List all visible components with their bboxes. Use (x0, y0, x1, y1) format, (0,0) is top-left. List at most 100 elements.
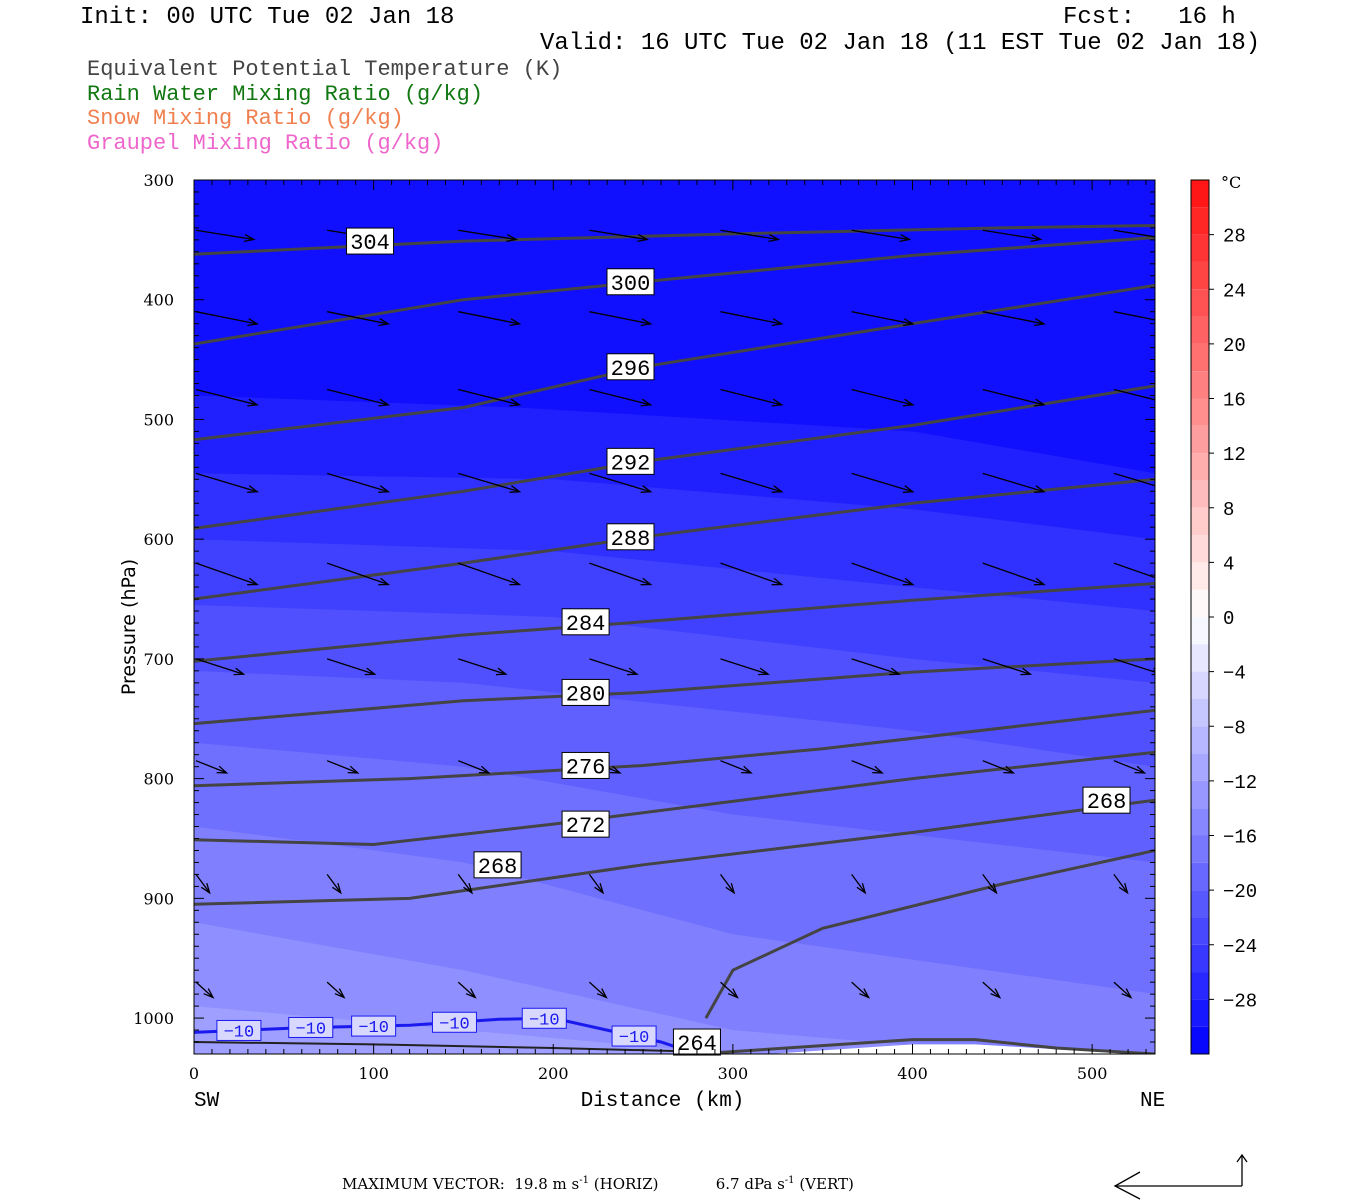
contour-label-box (606, 268, 655, 296)
wind-head (771, 398, 784, 407)
wind-shaft (720, 229, 779, 241)
wind-vector (195, 472, 260, 493)
colorbar-cell (1191, 398, 1209, 426)
wind-head (725, 883, 736, 895)
wind-vector (1113, 472, 1155, 487)
wind-vector (982, 874, 998, 895)
wind-vector (1113, 229, 1155, 238)
field-legend-graupel: Graupel Mixing Ratio (g/kg) (87, 131, 444, 156)
y-tick-label: 600 (143, 530, 174, 549)
wind-shaft (326, 760, 358, 774)
y-tick-label: 800 (143, 770, 174, 789)
forecast-hour: Fcst: 16 h (1063, 4, 1236, 31)
x-tick-label: 200 (538, 1064, 569, 1083)
wind-shaft (982, 311, 1045, 325)
wind-vector (851, 472, 915, 493)
wind-head (771, 318, 784, 327)
contour-label: 288 (611, 527, 651, 552)
wind-head (506, 234, 518, 243)
contour-label: 272 (566, 814, 606, 839)
wind-shaft (326, 388, 389, 406)
plot-frame (193, 179, 1156, 1055)
y-tick-label: 400 (143, 291, 174, 310)
wind-head (899, 234, 912, 243)
max-horiz-head (1113, 1171, 1141, 1200)
contour-label: 296 (611, 357, 651, 382)
wind-head (478, 765, 491, 774)
wind-head (509, 398, 522, 407)
max-vector-footer: MAXIMUM VECTOR: 19.8 m s-1 (HORIZ) 6.7 d… (342, 1175, 854, 1193)
wind-shaft (1113, 311, 1155, 321)
wind-vector (589, 311, 653, 327)
wind-head (509, 577, 522, 586)
colorbar-tick-label: 24 (1223, 280, 1246, 302)
y-tick-label: 700 (143, 650, 174, 669)
wind-head (758, 667, 770, 676)
wind-vector (851, 874, 867, 895)
wind-shaft (720, 760, 752, 774)
wind-shaft (720, 472, 782, 493)
colorbar-cell (1191, 289, 1209, 317)
wind-shaft (851, 472, 914, 493)
contour-label: 304 (350, 231, 390, 256)
wind-shaft (457, 874, 473, 894)
field-legend-rain: Rain Water Mixing Ratio (g/kg) (87, 82, 484, 107)
wind-vector (982, 562, 1046, 586)
wind-head (200, 883, 211, 895)
wind-vector (589, 229, 650, 243)
contour-label-box (561, 751, 610, 779)
wind-vector (720, 562, 784, 586)
wind-vector (1113, 760, 1147, 774)
wind-vector (982, 472, 1046, 493)
wind-shaft (1113, 388, 1155, 401)
x-tick-label: 500 (1077, 1064, 1108, 1083)
theta-e-contour (704, 849, 1155, 1019)
wind-head (378, 398, 391, 407)
wind-vector (720, 981, 739, 999)
contour-label-box (346, 227, 395, 255)
colorbar-cell (1191, 808, 1209, 836)
contour-label-box (606, 353, 655, 381)
wind-vector (851, 311, 915, 327)
wind-shaft (982, 874, 997, 894)
wind-head (203, 988, 215, 999)
colorbar-tick-label: 20 (1223, 335, 1246, 357)
colorbar-cell (1191, 617, 1209, 645)
wind-vector (195, 981, 215, 999)
minus10-label: −10 (224, 1023, 255, 1042)
wind-vector (326, 472, 391, 493)
wind-vector (982, 658, 1033, 676)
colorbar-tick-label: 12 (1223, 444, 1246, 466)
colorbar-cell (1191, 535, 1209, 563)
colorbar-cell (1191, 671, 1209, 699)
wind-head (1033, 398, 1046, 407)
wind-shaft (195, 658, 244, 675)
colorbar-tick-label: 4 (1223, 553, 1234, 575)
wind-shaft (326, 658, 375, 675)
x-tick-label: 100 (358, 1064, 389, 1083)
colorbar-tick-label: 28 (1223, 226, 1246, 248)
minus10-label-box (288, 1016, 334, 1038)
wind-vector (851, 760, 884, 774)
minus10-label-box (431, 1011, 477, 1033)
wind-vector (1113, 311, 1155, 321)
wind-shaft (458, 658, 507, 675)
colorbar-cell (1191, 261, 1209, 290)
contour-label: 276 (566, 755, 606, 780)
wind-shaft (589, 388, 651, 406)
wind-shaft (589, 562, 651, 586)
wind-vector (851, 229, 912, 243)
wind-vector (1113, 388, 1155, 401)
wind-shaft (982, 760, 1014, 774)
wind-vector (720, 760, 753, 774)
wind-head (1134, 765, 1147, 774)
minus10-label: −10 (295, 1020, 326, 1039)
wind-head (640, 485, 653, 493)
wind-head (233, 667, 246, 676)
wind-head (872, 765, 884, 774)
wind-shaft (851, 760, 883, 774)
theta-e-contour (696, 1038, 1155, 1054)
wind-vector (719, 874, 736, 895)
wind-vector (851, 981, 871, 999)
theta-e-contour (194, 657, 1155, 726)
